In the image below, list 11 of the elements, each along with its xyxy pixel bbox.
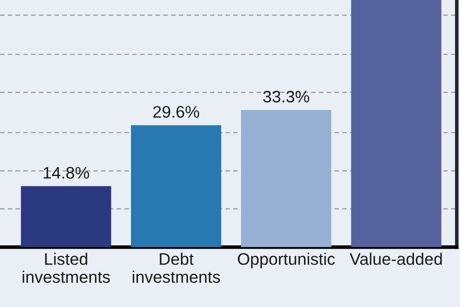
data-label: 33.3% <box>263 90 310 103</box>
x-tick-label: Listed investments <box>22 252 110 283</box>
x-tick-label: Opportunistic <box>238 252 335 268</box>
x-tick-label: Debt investments <box>132 252 220 283</box>
bar <box>351 0 442 248</box>
x-tick-label: Value-added <box>350 252 442 265</box>
bar <box>241 110 332 248</box>
bar <box>20 186 112 248</box>
bar <box>130 125 222 248</box>
data-label: 29.6% <box>153 106 200 118</box>
data-label: 14.8% <box>44 166 90 179</box>
